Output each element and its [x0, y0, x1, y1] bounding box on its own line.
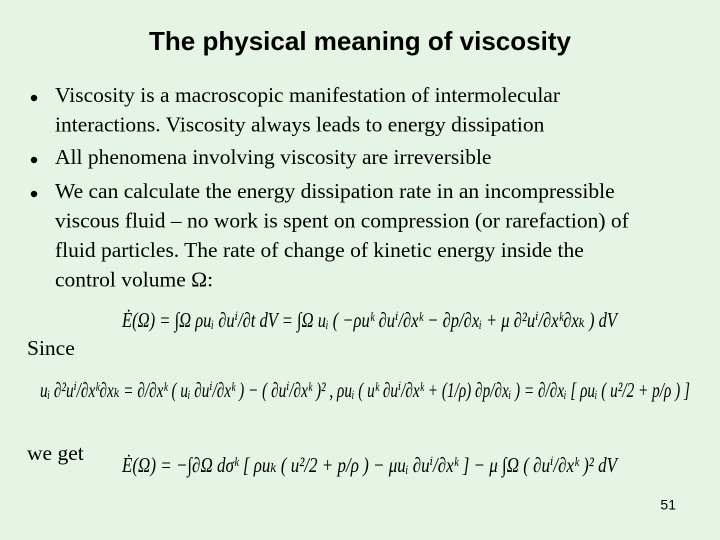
bullet-text: Viscosity is a macroscopic manifestation… [55, 83, 560, 107]
bullet-dot [30, 190, 38, 198]
equation: Ė(Ω) = −∫∂Ω dσᵏ [ ρuₖ ( u²/2 + p/ρ ) − μ… [121, 453, 619, 478]
bullet-text: We can calculate the energy dissipation … [55, 179, 615, 203]
bullet-text: viscous fluid – no work is spent on comp… [55, 208, 630, 232]
bullet-text: All phenomena involving viscosity are ir… [55, 145, 491, 169]
bullet-text: fluid particles. The rate of change of k… [55, 238, 584, 262]
bullet-text: interactions. Viscosity always leads to … [55, 112, 545, 136]
label-since: Since [27, 336, 75, 360]
bullet-dot [30, 156, 38, 164]
equation: uᵢ ∂²uⁱ/∂xᵏ∂xₖ = ∂/∂xᵏ ( uᵢ ∂uⁱ/∂xᵏ ) − … [40, 378, 690, 402]
equation: Ė(Ω) = ∫Ω ρuᵢ ∂uⁱ/∂t dV = ∫Ω uᵢ ( −ρuᵏ ∂… [121, 308, 618, 333]
page-number: 51 [660, 497, 676, 513]
label-we-get: we get [27, 441, 84, 465]
slide-title: The physical meaning of viscosity [149, 26, 571, 56]
bullet-text: control volume Ω: [55, 267, 213, 291]
bullet-dot [30, 94, 38, 102]
